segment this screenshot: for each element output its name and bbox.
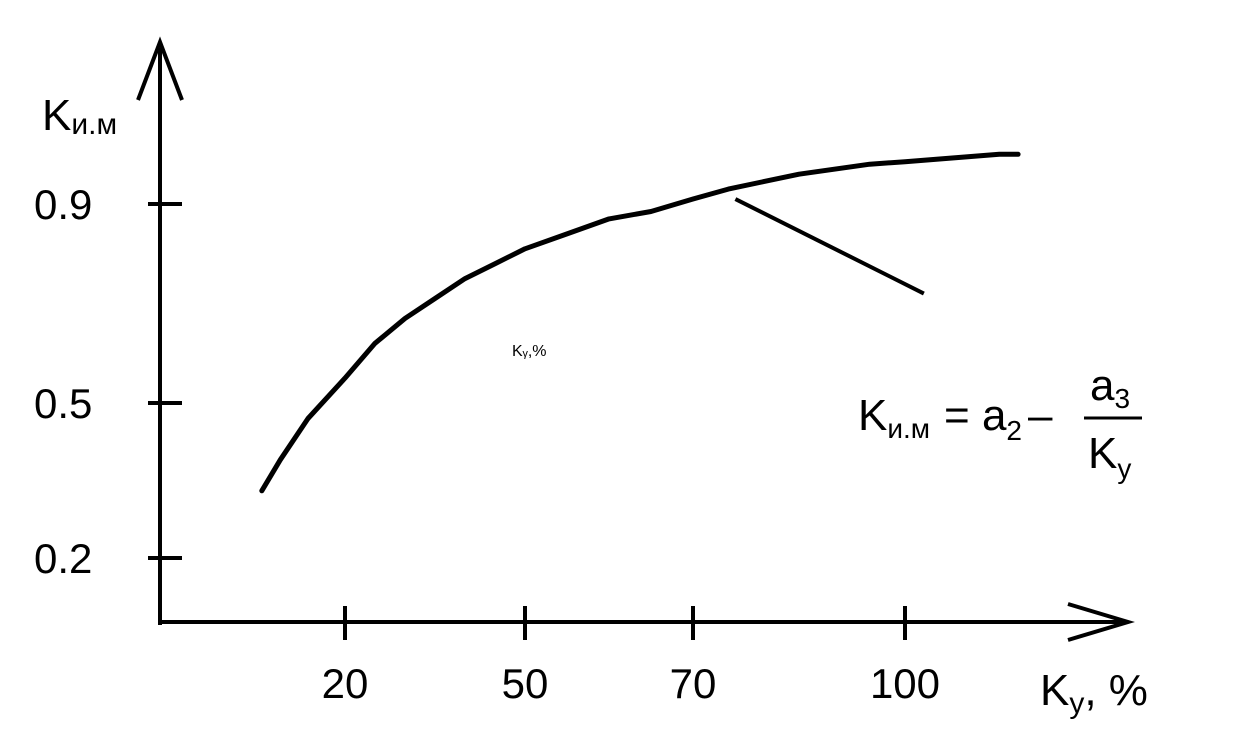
x-axis-arrow <box>1067 602 1135 642</box>
x-tick-label: 50 <box>502 660 549 707</box>
y-tick-label: 0.9 <box>34 181 92 228</box>
series-line <box>259 151 1021 494</box>
y-tick-label: 0.5 <box>34 380 92 427</box>
y-axis-arrow <box>136 36 184 101</box>
x-tick-label: 70 <box>670 660 717 707</box>
y-ticks: 0.2 0.5 0.9 <box>34 181 182 582</box>
formula-numerator: a3 <box>1090 361 1130 414</box>
x-ticks: 20 50 70 100 <box>322 606 940 707</box>
y-axis-label: Kи.м <box>42 91 117 141</box>
stray-label: Kᵧ,% <box>512 343 546 360</box>
x-axis-label: Ky, % <box>1040 666 1148 720</box>
axes <box>136 36 1135 642</box>
leader-line <box>734 197 925 296</box>
y-tick-label: 0.2 <box>34 535 92 582</box>
x-tick-label: 100 <box>870 660 940 707</box>
formula-lhs: Kи.м = a2– <box>858 391 1053 446</box>
formula-denominator: Ky <box>1088 429 1131 484</box>
x-tick-label: 20 <box>322 660 369 707</box>
series <box>259 151 1021 494</box>
formula: Kи.м = a2– a3 Ky <box>858 361 1142 484</box>
